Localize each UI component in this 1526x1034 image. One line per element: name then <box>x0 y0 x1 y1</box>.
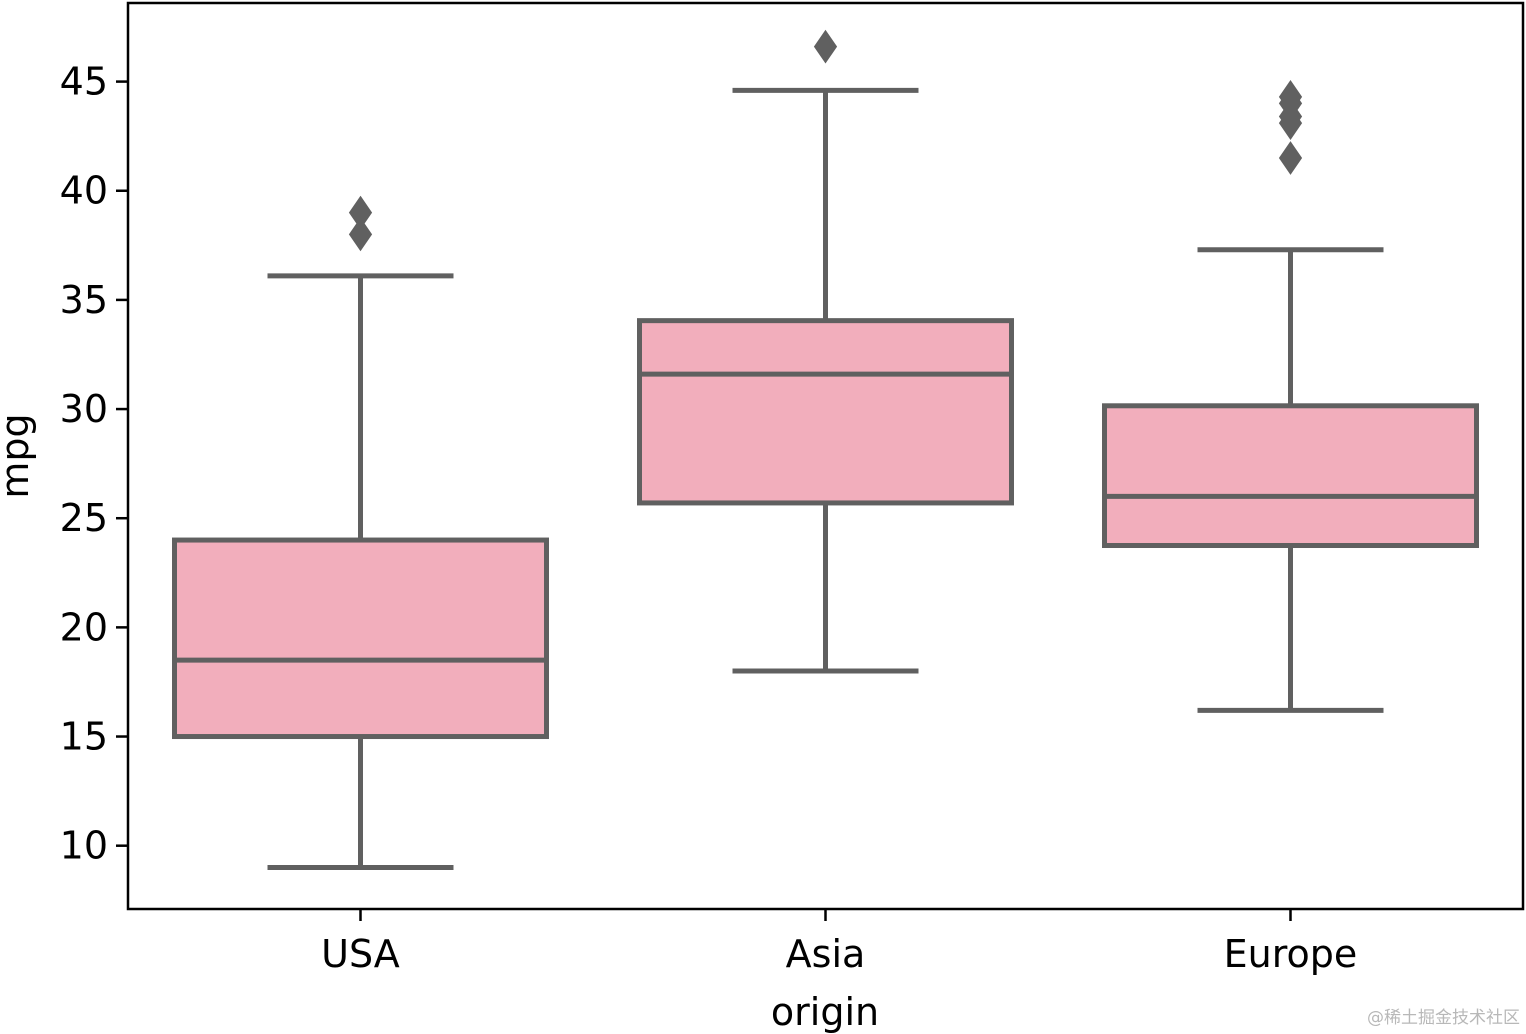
y-tick-label: 25 <box>60 496 108 540</box>
y-axis: 10 15 20 25 30 35 40 45 <box>60 60 128 868</box>
watermark: @稀土掘金技术社区 <box>1367 1008 1520 1028</box>
outlier-point <box>348 195 373 230</box>
box-group-europe <box>1102 79 1479 713</box>
y-tick-label: 40 <box>60 169 108 213</box>
iqr-box <box>172 537 549 740</box>
y-tick-label: 30 <box>60 387 108 431</box>
x-axis-title: origin <box>771 990 879 1034</box>
iqr-box <box>1102 403 1479 549</box>
box-group-usa <box>172 195 549 871</box>
outlier-point <box>813 29 838 64</box>
x-tick-label: Europe <box>1224 932 1358 976</box>
iqr-box <box>637 318 1014 506</box>
x-tick-label: Asia <box>786 932 866 976</box>
box-group-asia <box>637 29 1014 674</box>
y-tick-label: 45 <box>60 60 108 104</box>
box-series <box>172 29 1479 871</box>
outlier-point <box>1278 141 1303 175</box>
y-axis-title: mpg <box>0 413 37 498</box>
outlier-point <box>1278 79 1303 114</box>
x-tick-label: USA <box>321 932 400 976</box>
x-axis: USA Asia Europe <box>321 909 1357 976</box>
outlier-point <box>348 217 373 252</box>
y-tick-label: 20 <box>60 605 108 649</box>
y-tick-label: 15 <box>60 715 108 759</box>
y-tick-label: 10 <box>60 824 108 868</box>
y-tick-label: 35 <box>60 278 108 322</box>
